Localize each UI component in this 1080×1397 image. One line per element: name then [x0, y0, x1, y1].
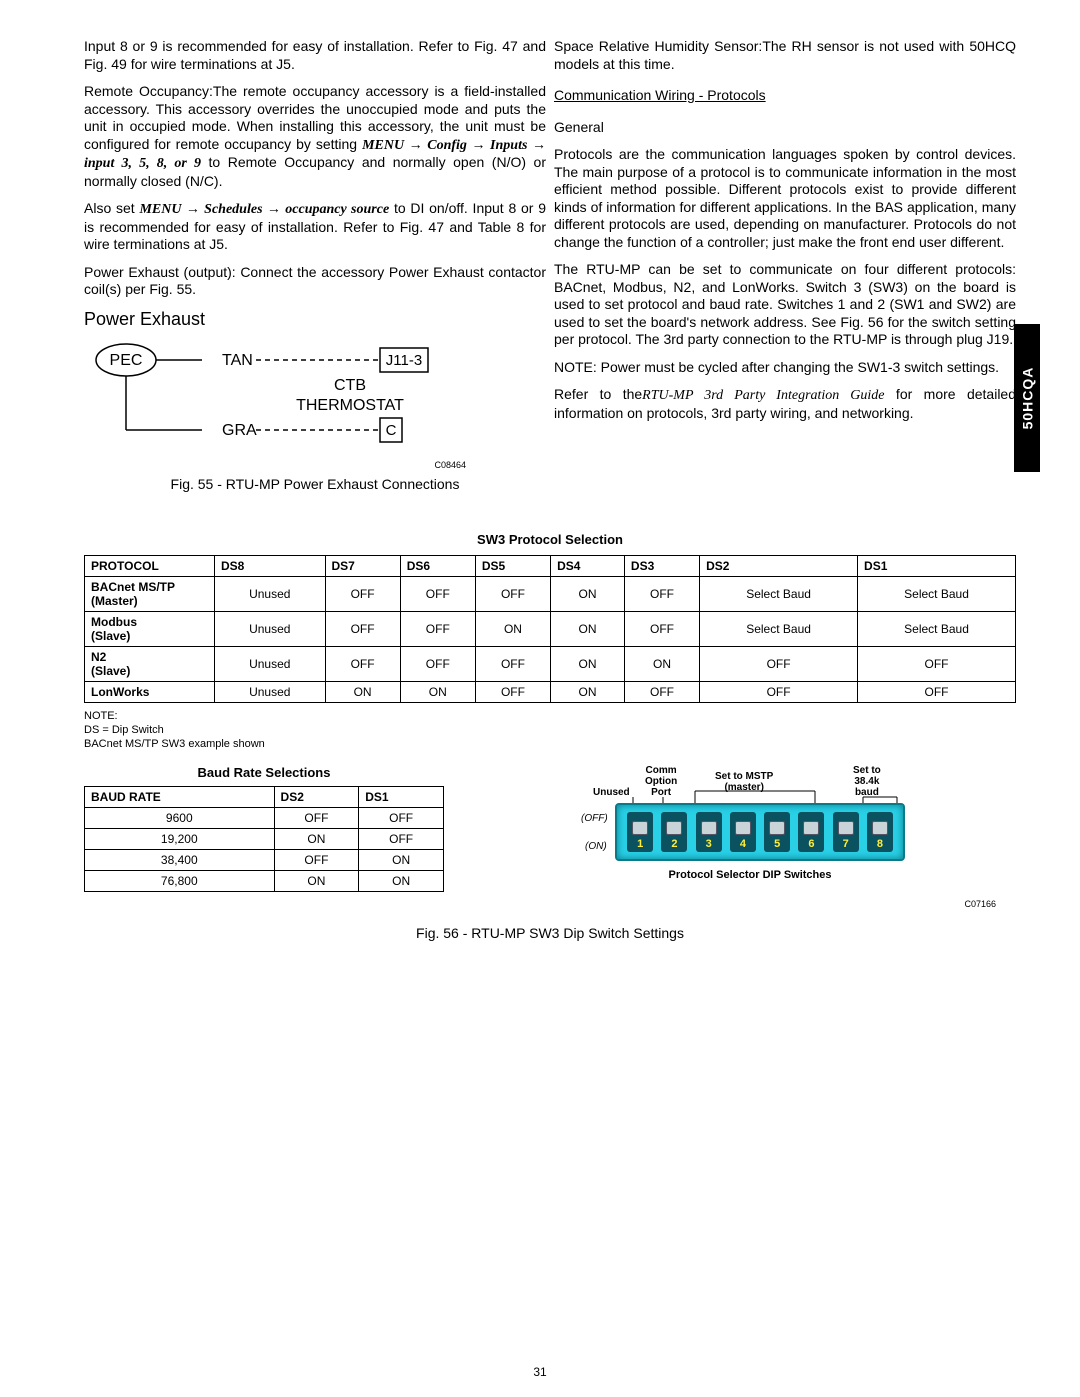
diagram-svg: PEC TAN J11-3 CTB THERMOSTAT GRA C [84, 338, 464, 458]
dip-column: Unused Comm Option Port Set to MSTP (mas… [484, 765, 1016, 909]
bottom-row: Baud Rate Selections BAUD RATEDS2DS1 960… [84, 765, 1016, 909]
baud-title: Baud Rate Selections [84, 765, 444, 780]
sw3-table-title: SW3 Protocol Selection [84, 532, 1016, 547]
svg-text:CTB: CTB [334, 377, 366, 394]
two-columns: Input 8 or 9 is recommended for easy of … [84, 38, 1016, 492]
fig56-caption: Fig. 56 - RTU-MP SW3 Dip Switch Settings [84, 925, 1016, 941]
para-refer-guide: Refer to theRTU-MP 3rd Party Integration… [554, 386, 1016, 422]
para-remote-occ: Remote Occupancy:The remote occupancy ac… [84, 83, 546, 190]
guide-title: RTU-MP 3rd Party Integration Guide [642, 388, 884, 403]
dip-switch-graphic: Unused Comm Option Port Set to MSTP (mas… [585, 765, 915, 895]
subheading-general: General [554, 119, 1016, 137]
dip-caption: Protocol Selector DIP Switches [585, 869, 915, 881]
svg-text:GRA: GRA [222, 422, 257, 439]
para-rtu-mp: The RTU-MP can be set to communicate on … [554, 261, 1016, 349]
baud-table: BAUD RATEDS2DS1 9600OFFOFF19,200ONOFF38,… [84, 786, 444, 892]
svg-text:C: C [386, 422, 397, 439]
para-also-set: Also set MENU → Schedules → occupancy so… [84, 200, 546, 254]
power-exhaust-diagram: PEC TAN J11-3 CTB THERMOSTAT GRA C [84, 338, 464, 458]
para-input89: Input 8 or 9 is recommended for easy of … [84, 38, 546, 73]
heading-power-exhaust: Power Exhaust [84, 309, 546, 330]
fig55-code: C08464 [84, 460, 466, 470]
svg-text:J11-3: J11-3 [386, 352, 422, 369]
left-column: Input 8 or 9 is recommended for easy of … [84, 38, 546, 492]
table-note: NOTE: DS = Dip Switch BACnet MS/TP SW3 e… [84, 709, 1016, 752]
para-power-exhaust: Power Exhaust (output): Connect the acce… [84, 264, 546, 299]
svg-text:TAN: TAN [222, 352, 253, 369]
heading-comm-wiring: Communication Wiring - Protocols [554, 87, 1016, 105]
page-number: 31 [0, 1365, 1080, 1379]
dip-body: 87654321 [615, 803, 905, 861]
para-note-power: NOTE: Power must be cycled after changin… [554, 359, 1016, 377]
dip-code: C07166 [484, 899, 996, 909]
page: Input 8 or 9 is recommended for easy of … [0, 0, 1080, 961]
menu-schedules: MENU → Schedules → occupancy source [139, 202, 389, 217]
svg-text:PEC: PEC [110, 352, 143, 369]
para-protocols: Protocols are the communication language… [554, 146, 1016, 251]
fig55-caption: Fig. 55 - RTU-MP Power Exhaust Connectio… [84, 476, 546, 492]
baud-column: Baud Rate Selections BAUD RATEDS2DS1 960… [84, 765, 444, 892]
sw3-table: PROTOCOLDS8DS7DS6DS5DS4DS3DS2DS1 BACnet … [84, 555, 1016, 703]
right-column: Space Relative Humidity Sensor:The RH se… [554, 38, 1016, 492]
svg-text:THERMOSTAT: THERMOSTAT [296, 397, 404, 414]
para-rh-sensor: Space Relative Humidity Sensor:The RH se… [554, 38, 1016, 73]
